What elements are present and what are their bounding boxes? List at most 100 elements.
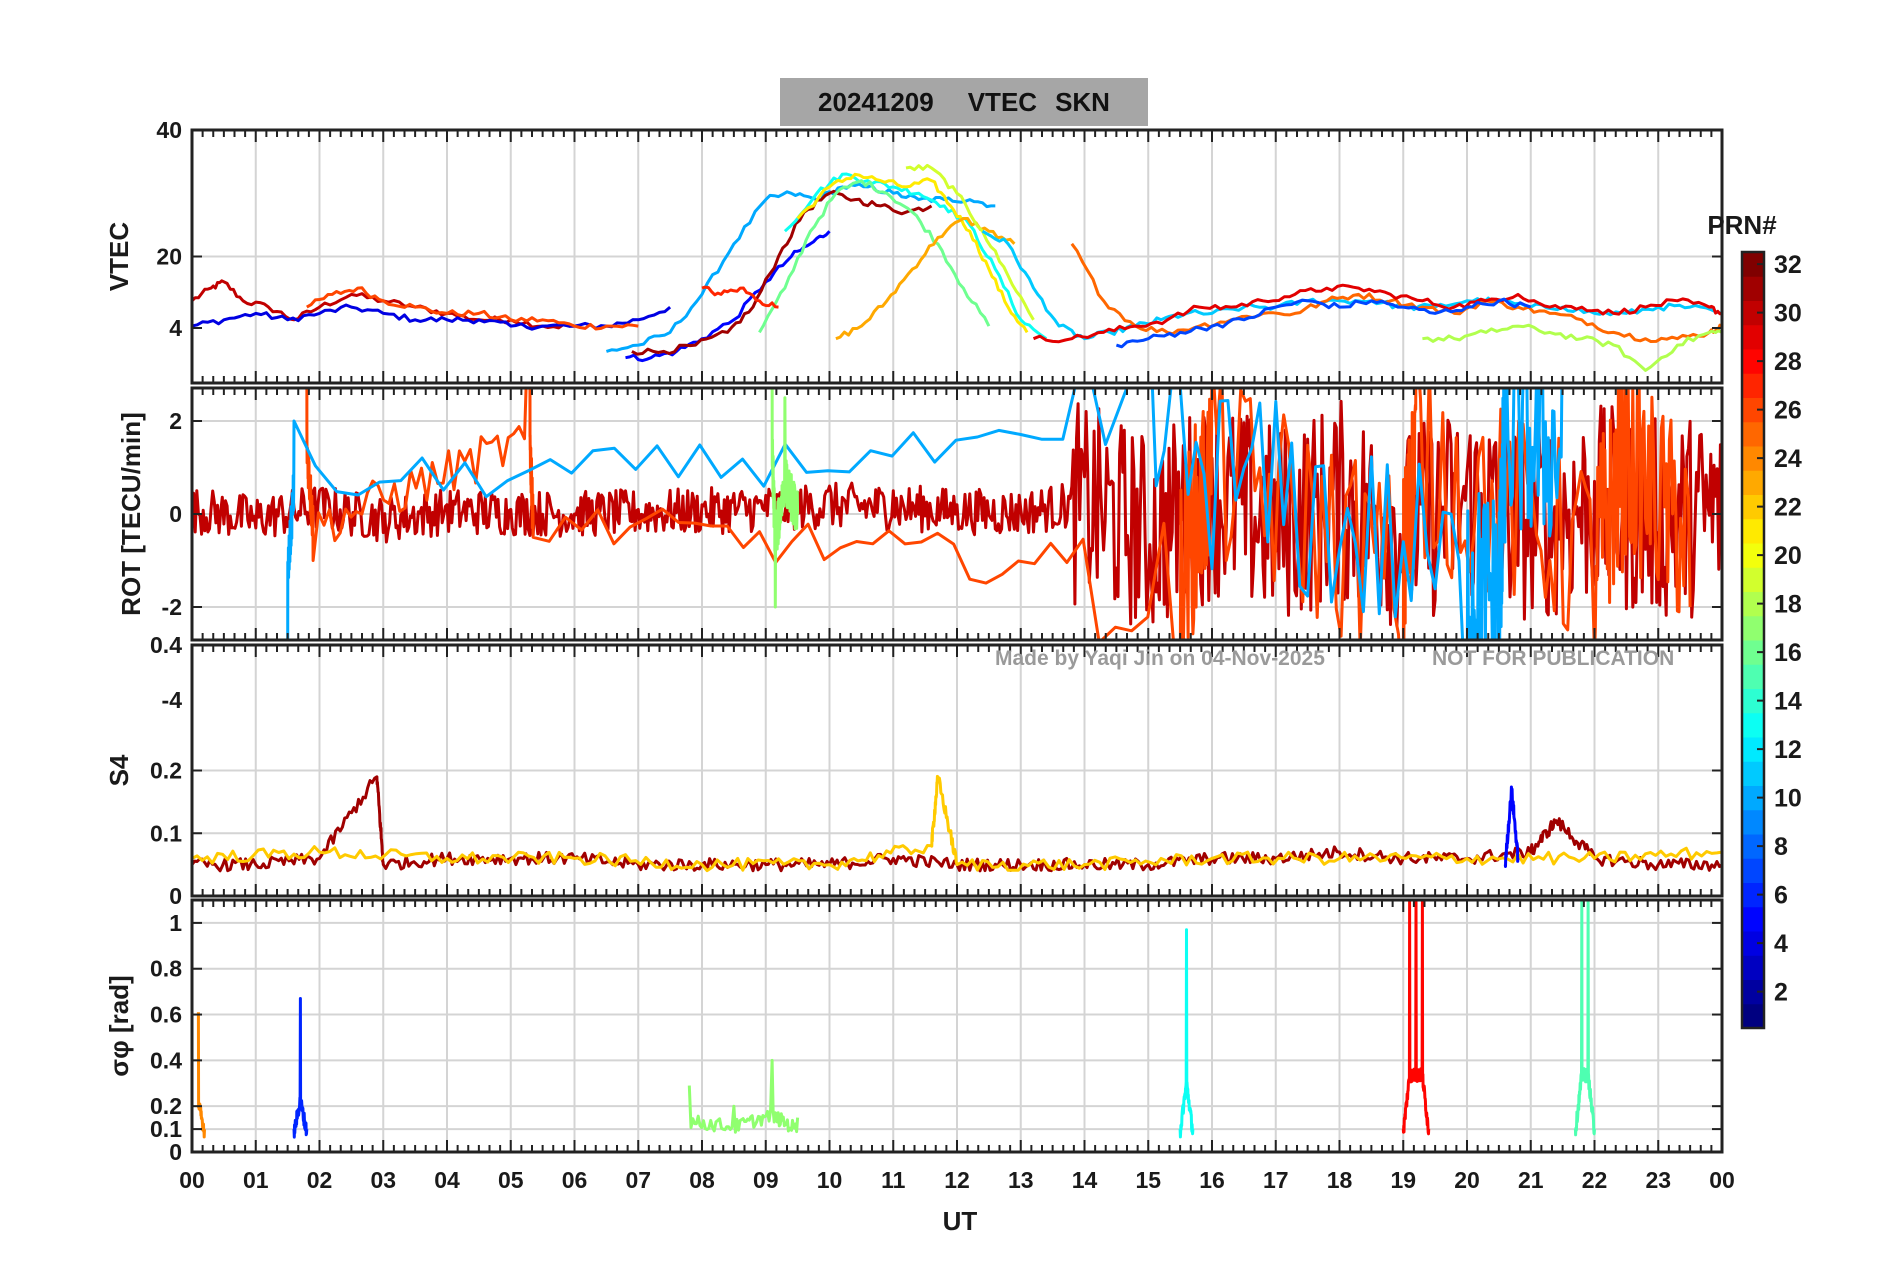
- y-tick-label: 0.8: [150, 956, 182, 982]
- colorbar-cell: [1742, 1003, 1764, 1029]
- x-tick-label: 12: [944, 1167, 970, 1193]
- x-tick-label: 18: [1327, 1167, 1353, 1193]
- colorbar-cell: [1742, 761, 1764, 786]
- x-tick-label: 00: [179, 1167, 205, 1193]
- title-date: 20241209: [818, 86, 934, 117]
- panel-data: [192, 774, 1722, 873]
- x-tick-label: 10: [817, 1167, 843, 1193]
- colorbar-cell: [1742, 979, 1764, 1005]
- y-tick-label: 20: [156, 244, 182, 270]
- colorbar-cell: [1742, 543, 1764, 568]
- x-tick-label: 23: [1645, 1167, 1671, 1193]
- x-tick-label: 04: [434, 1167, 460, 1193]
- series-line-prn-13: [783, 172, 1048, 340]
- colorbar-tick-label: 12: [1774, 736, 1802, 764]
- colorbar-tick-label: 20: [1774, 542, 1802, 570]
- colorbar-cell: [1742, 397, 1764, 423]
- x-tick-label: 05: [498, 1167, 524, 1193]
- chart-title: 20241209 VTEC SKN: [780, 78, 1148, 126]
- x-tick-labels: 00 01 02 03 04 05 06 07 08 09 10 11 12 13 14 15 16 17 18 19…: [179, 1167, 1735, 1193]
- colorbar-cell: [1742, 931, 1764, 956]
- panel-data: [192, 163, 1722, 372]
- y-tick-label: 0.6: [150, 1002, 182, 1028]
- series-line-prn-7: [1115, 297, 1532, 349]
- colorbar-cell: [1742, 591, 1764, 617]
- colorbar-cell: [1742, 688, 1764, 714]
- colorbar-cell: [1742, 567, 1764, 592]
- x-axis-label: UT: [943, 1206, 978, 1236]
- x-tick-label: 22: [1582, 1167, 1608, 1193]
- series-line-prn-26: [305, 388, 1692, 640]
- x-tick-label: 02: [307, 1167, 333, 1193]
- x-tick-label: 09: [753, 1167, 779, 1193]
- colorbar-cell: [1742, 373, 1764, 398]
- series-line-prn-27: [701, 285, 779, 309]
- series-line-prn-5: [1503, 785, 1520, 868]
- colorbar-cell: [1742, 615, 1764, 641]
- colorbar-frame: [1740, 250, 1766, 1030]
- title-station: SKN: [1055, 86, 1110, 117]
- colorbar-tick-label: 10: [1774, 785, 1802, 813]
- colorbar-cell: [1742, 834, 1764, 859]
- y-tick-label: 40: [156, 117, 182, 143]
- y-tick-label: 1: [169, 910, 182, 936]
- colorbar-tick-label: 16: [1774, 639, 1802, 667]
- x-tick-label: 15: [1135, 1167, 1161, 1193]
- y-tick-label: 0.4: [150, 1047, 182, 1073]
- colorbar-cell: [1742, 276, 1764, 301]
- colorbar-cell: [1742, 421, 1764, 447]
- panel-data: [196, 900, 1596, 1139]
- colorbar-cell: [1742, 446, 1764, 471]
- colorbar-tick-label: 6: [1774, 882, 1788, 910]
- y-tick-label: 0.2: [150, 758, 182, 784]
- x-tick-label: 06: [562, 1167, 588, 1193]
- watermark-notice: NOT FOR PUBLICATION: [1432, 647, 1674, 670]
- x-tick-label: 07: [625, 1167, 651, 1193]
- y-axis-label: σφ [rad]: [104, 975, 134, 1076]
- series-line-prn-31: [631, 189, 933, 356]
- x-tick-label: 21: [1518, 1167, 1544, 1193]
- series-line-prn-30: [192, 279, 575, 330]
- series-line-prn-15: [1573, 900, 1596, 1137]
- panel-data: [192, 388, 1722, 640]
- colorbar-cell: [1742, 518, 1764, 544]
- y-tick-label: 0.2: [150, 1093, 182, 1119]
- series-line-prn-6: [292, 997, 309, 1139]
- colorbar-tick-label: 28: [1774, 348, 1802, 376]
- y-tick-label: 0.4: [150, 632, 182, 658]
- colorbar-cell: [1742, 737, 1764, 762]
- y-tick-label: 0: [169, 1139, 182, 1165]
- colorbar-cell: [1742, 324, 1764, 350]
- colorbar-cell: [1742, 809, 1764, 835]
- panel-rot: -4 -2 0 2 4 ROT [TECU/min]: [116, 315, 1724, 713]
- colorbar-cell: [1742, 955, 1764, 980]
- colorbar-tick-label: 4: [1774, 930, 1788, 958]
- colorbar-cell: [1742, 349, 1764, 374]
- x-tick-label: 11: [881, 1167, 906, 1193]
- colorbar-cell: [1742, 858, 1764, 883]
- y-axis-label: S4: [104, 754, 134, 786]
- y-tick-label: 0.1: [150, 820, 182, 846]
- y-tick-label: -2: [162, 594, 182, 620]
- colorbar-cell: [1742, 785, 1764, 811]
- colorbar-tick-label: 22: [1774, 494, 1802, 522]
- series-line-prn-23: [835, 217, 1016, 341]
- series-line-prn-17: [687, 1058, 800, 1134]
- series-line-prn-10: [286, 388, 1564, 640]
- x-tick-label: 03: [370, 1167, 396, 1193]
- x-tick-label: 20: [1454, 1167, 1480, 1193]
- x-tick-label: 01: [243, 1167, 269, 1193]
- series-line-prn-30: [192, 399, 1722, 628]
- series-line-prn-22: [192, 774, 1722, 873]
- x-tick-label: 08: [689, 1167, 715, 1193]
- colorbar-cell: [1742, 470, 1764, 495]
- y-tick-label: 2: [169, 408, 182, 434]
- colorbar-tick-label: 26: [1774, 397, 1802, 425]
- y-tick-label: 4: [169, 315, 182, 341]
- y-tick-label: 0.1: [150, 1116, 182, 1142]
- colorbar-tick-label: 30: [1774, 300, 1802, 328]
- x-tick-label: 16: [1199, 1167, 1225, 1193]
